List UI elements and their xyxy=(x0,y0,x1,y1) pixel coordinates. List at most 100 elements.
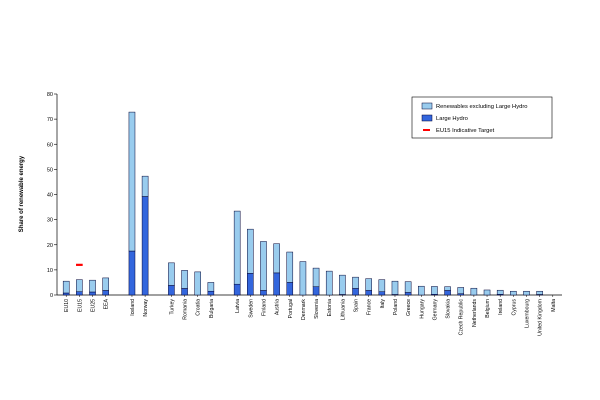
y-tick-label: 30 xyxy=(47,218,53,224)
bar-large-hydro xyxy=(378,291,386,296)
legend-box xyxy=(411,96,553,139)
bar-renewables-excluding-large-hydro xyxy=(141,175,149,197)
legend-swatch xyxy=(421,102,433,110)
bar-renewables-excluding-large-hydro xyxy=(102,277,109,291)
x-category-label: Spain xyxy=(354,299,360,312)
legend: Renewables excluding Large Hydro Large Hy… xyxy=(411,96,553,139)
x-category-label: Estonia xyxy=(327,299,333,316)
x-category-label: Slovakia xyxy=(446,299,452,319)
x-category-label: Croatia xyxy=(196,299,202,316)
bar-renewables-excluding-large-hydro xyxy=(510,290,517,296)
bar-renewables-excluding-large-hydro xyxy=(378,279,386,292)
x-category-label: Greece xyxy=(406,299,412,316)
bar-large-hydro xyxy=(168,285,175,296)
x-category-label: Bulgaria xyxy=(209,299,215,318)
x-category-label: Austria xyxy=(275,299,281,315)
x-category-label: Netherlands xyxy=(472,299,478,327)
bar-large-hydro xyxy=(89,291,96,296)
x-category-label: Luxembourg xyxy=(524,299,530,328)
x-category-label: Portugal xyxy=(288,299,294,318)
x-category-label: Czech Republic xyxy=(459,299,465,336)
bar-renewables-excluding-large-hydro xyxy=(470,287,478,296)
bar-renewables-excluding-large-hydro xyxy=(260,241,267,291)
y-tick-label: 70 xyxy=(47,117,53,123)
bar-large-hydro xyxy=(233,283,241,296)
x-category-label: France xyxy=(367,299,373,315)
bar-renewables-excluding-large-hydro xyxy=(207,282,215,292)
bar-large-hydro xyxy=(273,272,280,296)
axes: 0 10 20 30 40 50 60 70 80 xyxy=(47,92,562,299)
legend-swatch xyxy=(421,114,433,122)
bar-large-hydro xyxy=(102,290,109,296)
y-tick-label: 40 xyxy=(47,193,53,199)
bar-renewables-excluding-large-hydro xyxy=(273,243,280,274)
y-tick-label: 20 xyxy=(47,243,53,249)
category-labels: EU10 EU15 EU25 EEA Iceland Norway Turkey Romani… xyxy=(64,295,557,336)
bar-large-hydro xyxy=(352,288,359,296)
bar-renewables-excluding-large-hydro xyxy=(247,228,254,274)
x-category-label: Latvia xyxy=(235,299,241,313)
bar-renewables-excluding-large-hydro xyxy=(233,210,241,285)
bar-renewables-excluding-large-hydro xyxy=(194,271,201,296)
x-category-label: EEA xyxy=(104,298,110,309)
bar-renewables-excluding-large-hydro xyxy=(89,279,96,293)
x-category-label: Slovenia xyxy=(314,299,320,319)
x-category-label: Germany xyxy=(432,299,438,321)
bar-large-hydro xyxy=(286,282,294,296)
legend-label: Large Hydro xyxy=(436,116,468,122)
bar-renewables-excluding-large-hydro xyxy=(352,276,359,289)
bar-large-hydro xyxy=(247,273,254,296)
bar-renewables-excluding-large-hydro xyxy=(496,289,504,295)
bar-large-hydro xyxy=(181,288,188,296)
bar-large-hydro xyxy=(444,290,451,296)
x-category-label: Poland xyxy=(393,299,399,315)
y-tick-label: 50 xyxy=(47,167,53,173)
x-category-label: EU10 xyxy=(64,299,70,312)
x-category-label: Ireland xyxy=(498,299,504,315)
bar-large-hydro xyxy=(260,290,267,296)
x-category-label: Romania xyxy=(183,299,189,320)
x-category-label: Denmark xyxy=(301,299,307,320)
x-category-label: Lithuania xyxy=(340,299,346,320)
bar-large-hydro xyxy=(76,291,83,296)
bar-large-hydro xyxy=(404,292,412,296)
bar-large-hydro xyxy=(365,290,372,296)
bar-renewables-excluding-large-hydro xyxy=(299,261,307,296)
bar-renewables-excluding-large-hydro xyxy=(483,289,491,296)
bar-renewables-excluding-large-hydro xyxy=(339,274,346,295)
x-category-label: Finland xyxy=(261,299,267,316)
bar-renewables-excluding-large-hydro xyxy=(391,280,399,295)
bar-large-hydro xyxy=(62,292,70,296)
x-category-label: EU15 xyxy=(77,299,83,312)
bar-renewables-excluding-large-hydro xyxy=(168,262,175,286)
bar-renewables-excluding-large-hydro xyxy=(286,251,294,283)
x-category-label: Hungary xyxy=(419,299,425,319)
bar-large-hydro xyxy=(141,196,149,296)
x-category-label: EU25 xyxy=(91,299,97,312)
bar-large-hydro xyxy=(312,286,320,296)
bar-renewables-excluding-large-hydro xyxy=(62,280,70,294)
y-tick-label: 0 xyxy=(50,293,53,299)
bar-renewables-excluding-large-hydro xyxy=(365,278,372,291)
legend-label: EU15 Indicative Target xyxy=(436,128,495,134)
x-category-label: Malta xyxy=(551,299,557,312)
bar-large-hydro xyxy=(207,290,215,296)
x-category-label: Italy xyxy=(380,299,386,309)
bar-renewables-excluding-large-hydro xyxy=(404,281,412,293)
bar-large-hydro xyxy=(128,250,136,296)
y-tick-label: 10 xyxy=(47,268,53,274)
x-category-label: Norway xyxy=(143,299,149,317)
bar-renewables-excluding-large-hydro xyxy=(128,111,136,252)
bar-renewables-excluding-large-hydro xyxy=(76,279,83,292)
bar-renewables-excluding-large-hydro xyxy=(444,286,451,291)
y-tick-label: 60 xyxy=(47,142,53,148)
bar-renewables-excluding-large-hydro xyxy=(181,270,188,289)
x-category-label: Sweden xyxy=(248,299,254,318)
bar-renewables-excluding-large-hydro xyxy=(312,267,320,287)
x-category-label: Belgium xyxy=(485,299,491,318)
x-category-label: United Kingdom xyxy=(538,299,544,336)
x-category-label: Iceland xyxy=(130,299,136,316)
bar-renewables-excluding-large-hydro xyxy=(457,287,465,294)
x-category-label: Cyprus xyxy=(511,299,517,316)
bar-renewables-excluding-large-hydro xyxy=(536,290,543,295)
